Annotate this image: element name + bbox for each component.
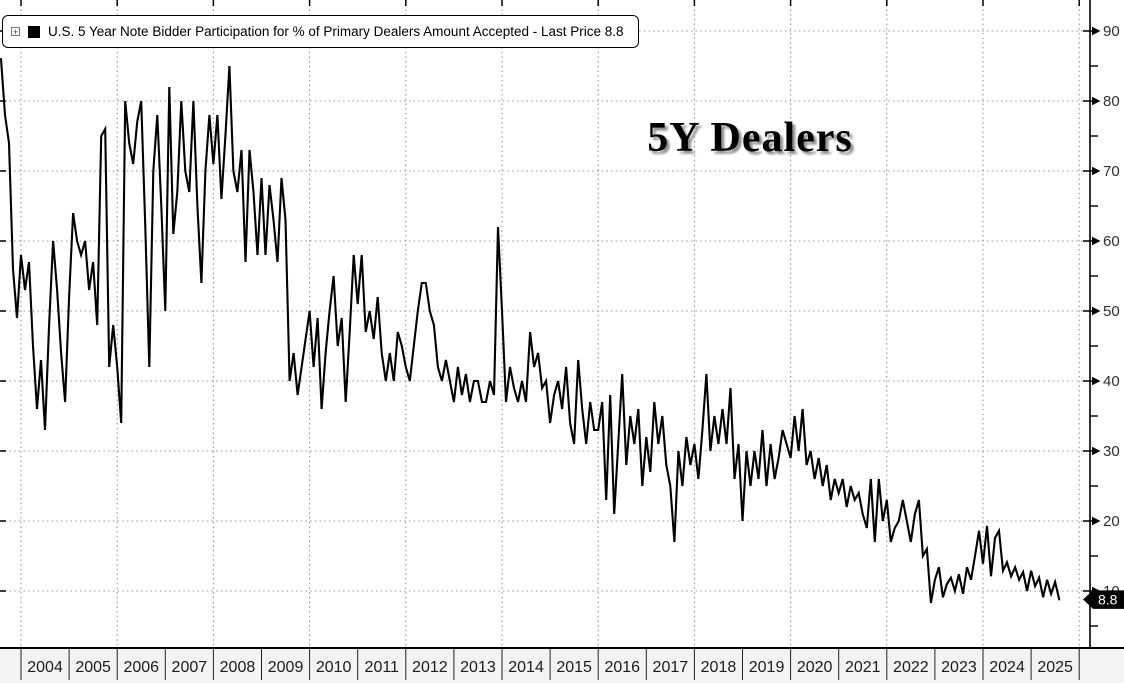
legend-toggle-icon[interactable]: + [11, 27, 20, 37]
x-axis-year-label: 2008 [220, 659, 256, 676]
x-axis-year-label: 2011 [365, 659, 400, 676]
x-axis-year-label: 2012 [412, 659, 448, 676]
y-axis-tick-label: 70 [1103, 163, 1120, 180]
last-price-badge-label: 8.8 [1098, 592, 1118, 608]
x-axis-year-label: 2014 [508, 659, 544, 676]
x-axis-year-label: 2018 [701, 659, 737, 676]
y-axis-tick-label: 20 [1103, 513, 1120, 530]
y-tick-arrow-icon [1092, 96, 1101, 106]
x-axis-year-label: 2005 [75, 659, 111, 676]
x-axis-year-label: 2016 [604, 659, 640, 676]
x-axis-year-label: 2015 [556, 659, 592, 676]
y-tick-arrow-icon [1092, 376, 1101, 386]
x-axis-year-label: 2020 [797, 659, 833, 676]
y-axis-tick-label: 60 [1103, 233, 1120, 250]
legend-box[interactable]: + U.S. 5 Year Note Bidder Participation … [2, 15, 639, 48]
x-axis-year-label: 2022 [893, 659, 929, 676]
legend-series-swatch-icon [28, 25, 40, 38]
last-price-badge [1083, 590, 1124, 609]
y-axis-tick-label: 90 [1103, 23, 1120, 40]
y-tick-arrow-icon [1092, 446, 1101, 456]
y-axis-tick-label: 50 [1103, 303, 1120, 320]
legend-series-label: U.S. 5 Year Note Bidder Participation fo… [48, 24, 624, 39]
y-tick-arrow-icon [1092, 516, 1101, 526]
y-tick-arrow-icon [1092, 236, 1101, 246]
x-axis-year-label: 2025 [1037, 659, 1073, 676]
x-axis-year-label: 2023 [941, 659, 977, 676]
x-axis-year-label: 2004 [27, 659, 63, 676]
y-tick-arrow-icon [1092, 166, 1101, 176]
series-line [0, 57, 1061, 604]
x-axis-year-label: 2009 [268, 659, 304, 676]
x-axis-year-label: 2017 [653, 659, 689, 676]
x-axis-year-label: 2006 [123, 659, 159, 676]
y-tick-arrow-icon [1092, 306, 1101, 316]
x-axis-year-label: 2021 [845, 659, 881, 676]
x-axis-strip [0, 649, 1124, 683]
x-axis-year-label: 2024 [989, 659, 1025, 676]
x-axis-year-label: 2019 [749, 659, 785, 676]
y-axis-tick-label: 40 [1103, 373, 1120, 390]
x-axis-year-label: 2010 [316, 659, 352, 676]
y-tick-arrow-icon [1092, 26, 1101, 36]
x-axis-year-label: 2007 [172, 659, 208, 676]
chart-title: 5Y Dealers [647, 115, 853, 161]
x-axis-year-label: 2013 [460, 659, 496, 676]
y-axis-tick-label: 80 [1103, 93, 1120, 110]
y-axis-tick-label: 30 [1103, 443, 1120, 460]
